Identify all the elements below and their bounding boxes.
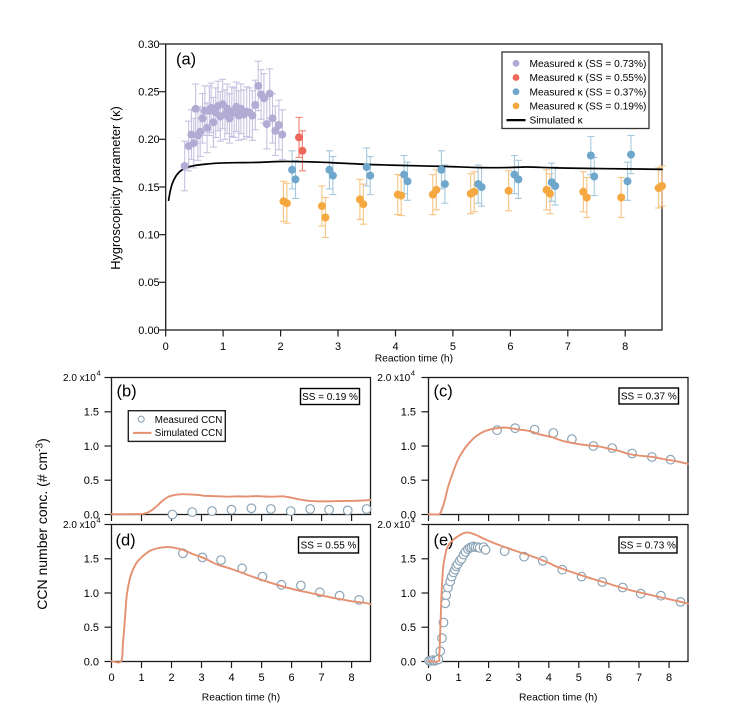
svg-text:4: 4 bbox=[392, 341, 398, 353]
svg-text:Reaction time (h): Reaction time (h) bbox=[519, 693, 597, 704]
svg-text:SS = 0.73 %: SS = 0.73 % bbox=[620, 541, 676, 552]
svg-text:0.5: 0.5 bbox=[84, 475, 99, 487]
svg-text:5: 5 bbox=[450, 341, 456, 353]
svg-text:8: 8 bbox=[666, 672, 672, 684]
svg-text:0.30: 0.30 bbox=[138, 39, 159, 51]
svg-text:0.20: 0.20 bbox=[138, 134, 159, 146]
svg-text:1: 1 bbox=[456, 672, 462, 684]
svg-text:1: 1 bbox=[138, 672, 144, 684]
svg-text:3: 3 bbox=[516, 672, 522, 684]
svg-text:0.15: 0.15 bbox=[138, 182, 159, 194]
svg-text:SS = 0.19 %: SS = 0.19 % bbox=[302, 392, 358, 403]
svg-text:1.5: 1.5 bbox=[84, 407, 99, 419]
svg-text:7: 7 bbox=[565, 341, 571, 353]
svg-text:4: 4 bbox=[411, 515, 415, 524]
svg-text:4: 4 bbox=[228, 672, 234, 684]
svg-text:1.0: 1.0 bbox=[401, 441, 416, 453]
svg-text:(a): (a) bbox=[176, 51, 196, 69]
svg-text:4: 4 bbox=[411, 368, 415, 377]
svg-text:0.10: 0.10 bbox=[138, 230, 159, 242]
svg-text:0.0: 0.0 bbox=[401, 509, 416, 521]
svg-text:2.0 x10: 2.0 x10 bbox=[377, 373, 410, 384]
svg-text:(d): (d) bbox=[116, 532, 136, 550]
svg-text:0.00: 0.00 bbox=[138, 325, 159, 337]
svg-text:Hygroscopicity parameter (κ): Hygroscopicity parameter (κ) bbox=[108, 106, 123, 270]
svg-text:5: 5 bbox=[259, 672, 265, 684]
svg-text:0: 0 bbox=[425, 672, 431, 684]
svg-text:(e): (e) bbox=[434, 532, 454, 550]
svg-text:0.5: 0.5 bbox=[84, 622, 99, 634]
svg-text:Reaction time (h): Reaction time (h) bbox=[375, 354, 453, 365]
svg-text:SS = 0.37 %: SS = 0.37 % bbox=[621, 392, 677, 403]
svg-text:0: 0 bbox=[163, 341, 169, 353]
svg-text:4: 4 bbox=[97, 515, 101, 524]
svg-text:Reaction time (h): Reaction time (h) bbox=[202, 693, 280, 704]
svg-text:8: 8 bbox=[622, 341, 628, 353]
svg-text:Measured κ (SS = 0.37%): Measured κ (SS = 0.37%) bbox=[530, 87, 647, 98]
svg-text:0.05: 0.05 bbox=[138, 277, 159, 289]
svg-text:(c): (c) bbox=[434, 383, 453, 401]
svg-text:2: 2 bbox=[168, 672, 174, 684]
svg-text:0.0: 0.0 bbox=[401, 656, 416, 668]
svg-text:6: 6 bbox=[289, 672, 295, 684]
svg-text:0: 0 bbox=[108, 672, 114, 684]
svg-text:1.5: 1.5 bbox=[84, 554, 99, 566]
svg-text:6: 6 bbox=[606, 672, 612, 684]
svg-text:1.0: 1.0 bbox=[84, 441, 99, 453]
svg-text:1.0: 1.0 bbox=[84, 588, 99, 600]
svg-text:2: 2 bbox=[486, 672, 492, 684]
svg-text:1.0: 1.0 bbox=[401, 588, 416, 600]
svg-text:2: 2 bbox=[278, 341, 284, 353]
svg-text:0.0: 0.0 bbox=[84, 509, 99, 521]
svg-text:0.5: 0.5 bbox=[401, 475, 416, 487]
svg-text:7: 7 bbox=[319, 672, 325, 684]
svg-text:8: 8 bbox=[349, 672, 355, 684]
svg-text:0.25: 0.25 bbox=[138, 87, 159, 99]
svg-text:2.0 x10: 2.0 x10 bbox=[63, 373, 96, 384]
svg-text:Simulated CCN: Simulated CCN bbox=[155, 428, 223, 439]
svg-text:3: 3 bbox=[198, 672, 204, 684]
svg-text:0.5: 0.5 bbox=[401, 622, 416, 634]
svg-text:Measured κ (SS = 0.73%): Measured κ (SS = 0.73%) bbox=[530, 59, 647, 70]
svg-text:Measured κ (SS = 0.55%): Measured κ (SS = 0.55%) bbox=[530, 73, 647, 84]
svg-text:3: 3 bbox=[335, 341, 341, 353]
svg-text:CCN number conc. (# cm-3): CCN number conc. (# cm-3) bbox=[34, 438, 50, 610]
svg-text:0.0: 0.0 bbox=[84, 656, 99, 668]
svg-text:1.5: 1.5 bbox=[401, 407, 416, 419]
svg-text:Simulated κ: Simulated κ bbox=[530, 116, 584, 127]
svg-text:1.5: 1.5 bbox=[401, 554, 416, 566]
svg-text:4: 4 bbox=[97, 368, 101, 377]
svg-text:(b): (b) bbox=[117, 383, 137, 401]
svg-text:2.0 x10: 2.0 x10 bbox=[377, 520, 410, 531]
svg-text:6: 6 bbox=[507, 341, 513, 353]
svg-text:7: 7 bbox=[636, 672, 642, 684]
svg-text:2.0 x10: 2.0 x10 bbox=[63, 520, 96, 531]
svg-text:1: 1 bbox=[220, 341, 226, 353]
svg-text:5: 5 bbox=[576, 672, 582, 684]
svg-text:SS = 0.55 %: SS = 0.55 % bbox=[301, 541, 357, 552]
svg-text:4: 4 bbox=[546, 672, 552, 684]
svg-text:Measured κ (SS = 0.19%): Measured κ (SS = 0.19%) bbox=[530, 102, 647, 113]
svg-text:Measured CCN: Measured CCN bbox=[155, 415, 223, 426]
